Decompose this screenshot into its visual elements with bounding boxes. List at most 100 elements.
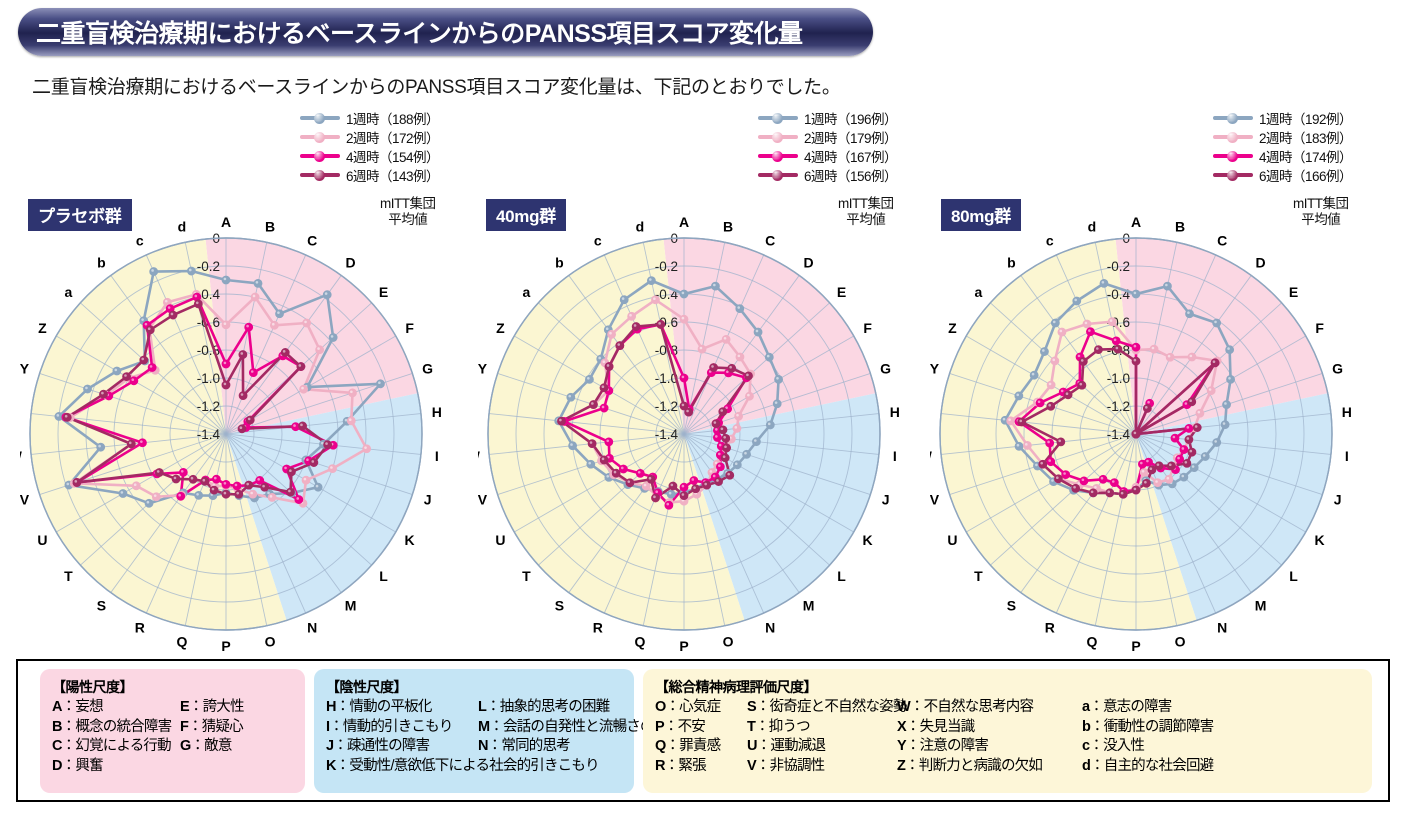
radar-spoke <box>683 433 830 566</box>
radar-data-point <box>1154 461 1164 471</box>
radar-data-point <box>1006 416 1016 426</box>
legend-item[interactable]: 4週時（174例） <box>1213 146 1353 165</box>
radar-data-point-highlight <box>296 497 300 500</box>
radar-axis-label-U: U <box>947 532 957 548</box>
radar-data-point-highlight <box>1081 478 1085 482</box>
radar-data-point <box>1166 461 1176 471</box>
radar-data-point-highlight <box>1168 463 1172 467</box>
legend-label: 2週時（183例） <box>1259 130 1353 146</box>
radar-data-point-highlight <box>277 311 280 314</box>
legend-item[interactable]: 2週時（183例） <box>1213 127 1353 146</box>
legend-item[interactable]: 4週時（154例） <box>300 146 440 165</box>
radar-data-point-highlight <box>766 354 770 358</box>
radar-data-point <box>348 388 357 398</box>
legend-marker-icon <box>758 150 798 162</box>
radar-data-point <box>1210 358 1220 368</box>
radar-axis-label-G: G <box>880 360 891 376</box>
radar-data-point-highlight <box>128 441 132 445</box>
radar-data-point-highlight <box>601 457 605 461</box>
radar-data-point-highlight <box>190 476 194 480</box>
radar-data-point-highlight <box>1060 389 1064 393</box>
radar-chart-dose40: 0-0.2-0.4-0.6-0.8-1.0-1.2-1.4A BCDEFGHIJK… <box>478 214 900 652</box>
radar-data-point-highlight <box>188 268 192 272</box>
legend-label: 4週時（154例） <box>346 149 440 165</box>
radar-data-point <box>566 392 576 402</box>
radar-data-point-highlight <box>725 406 728 409</box>
radar-axis-label-A: A <box>221 214 231 230</box>
legend-item[interactable]: 1週時（188例） <box>300 108 440 127</box>
radar-data-point-highlight <box>101 391 104 395</box>
radar-data-point <box>679 401 689 411</box>
radar-data-point <box>1022 441 1032 450</box>
radar-data-point-highlight <box>620 466 624 470</box>
radar-data-point-highlight <box>1080 359 1084 362</box>
radar-data-point-highlight <box>1133 487 1137 491</box>
radar-data-point-highlight <box>605 327 609 330</box>
radar-data-point <box>286 487 295 497</box>
radar-data-point <box>716 462 725 472</box>
radar-data-point <box>684 407 694 417</box>
legend-item[interactable]: 2週時（179例） <box>758 127 898 146</box>
radar-data-point-highlight <box>1048 382 1052 386</box>
radar-data-point <box>362 444 372 454</box>
radar-spoke <box>603 433 685 614</box>
radar-axis-label-I: I <box>435 448 439 464</box>
radar-data-point <box>221 359 231 369</box>
radar-axis-label-J: J <box>882 492 890 508</box>
radar-data-point <box>1118 489 1128 499</box>
radar-data-point <box>376 379 385 389</box>
radar-data-point-highlight <box>609 331 612 335</box>
radar-data-point <box>772 399 782 409</box>
radar-data-point-highlight <box>681 493 685 496</box>
radar-data-point-highlight <box>681 403 685 407</box>
legend-item[interactable]: 2週時（172例） <box>300 127 440 146</box>
radar-data-point <box>151 492 161 502</box>
radar-data-point <box>1139 467 1149 477</box>
radar-data-point <box>149 267 159 276</box>
radar-data-point <box>727 363 737 373</box>
radar-data-point <box>255 476 265 485</box>
radar-data-point-highlight <box>246 482 249 486</box>
radar-data-point-highlight <box>1144 480 1147 484</box>
radar-spoke <box>225 433 268 626</box>
radar-data-point-highlight <box>613 470 617 474</box>
radar-data-point-highlight <box>568 394 572 398</box>
radar-axis-label-M: M <box>1255 598 1267 614</box>
radar-data-point-highlight <box>617 343 621 346</box>
mitt-note-dose80: mITT集団 平均値 <box>1293 196 1349 228</box>
radar-spoke <box>184 433 227 626</box>
radar-data-point-highlight <box>1065 392 1069 395</box>
scale-key-item: L：抽象的思考の困難 <box>478 699 610 715</box>
radar-data-point <box>238 350 248 359</box>
radar-data-point <box>1071 483 1081 493</box>
radar-data-point <box>346 416 356 426</box>
mitt-note-dose40: mITT集団 平均値 <box>838 196 894 228</box>
radar-data-point-highlight <box>1084 321 1088 325</box>
radar-axis-label-P: P <box>1131 638 1140 652</box>
radar-data-point <box>1105 488 1115 498</box>
radial-tick-label: -1.0 <box>1107 371 1130 386</box>
legend-item[interactable]: 6週時（156例） <box>758 165 898 184</box>
radar-axis-label-W: W <box>930 448 933 464</box>
radar-data-point-highlight <box>691 478 695 481</box>
radar-data-point-highlight <box>1214 320 1217 324</box>
radar-axis-label-F: F <box>863 320 872 336</box>
legend-item[interactable]: 6週時（143例） <box>300 165 440 184</box>
radar-spoke <box>225 433 307 614</box>
legend-item[interactable]: 1週時（196例） <box>758 108 898 127</box>
radar-data-point-highlight <box>131 378 135 381</box>
radar-axis-label-J: J <box>424 492 432 508</box>
radar-data-point <box>1175 454 1185 464</box>
radar-data-point <box>679 289 689 299</box>
legend-item[interactable]: 6週時（166例） <box>1213 165 1353 184</box>
legend-item[interactable]: 1週時（192例） <box>1213 108 1353 127</box>
radar-data-point-highlight <box>633 324 637 327</box>
radar-data-point <box>1147 465 1157 475</box>
legend-item[interactable]: 4週時（167例） <box>758 146 898 165</box>
radar-data-point-highlight <box>1113 338 1117 342</box>
radar-data-point <box>313 482 323 492</box>
radar-data-point-highlight <box>1059 329 1063 333</box>
radar-axis-label-c: c <box>594 232 602 248</box>
radar-data-point <box>631 322 641 331</box>
radar-data-point <box>1142 404 1152 413</box>
